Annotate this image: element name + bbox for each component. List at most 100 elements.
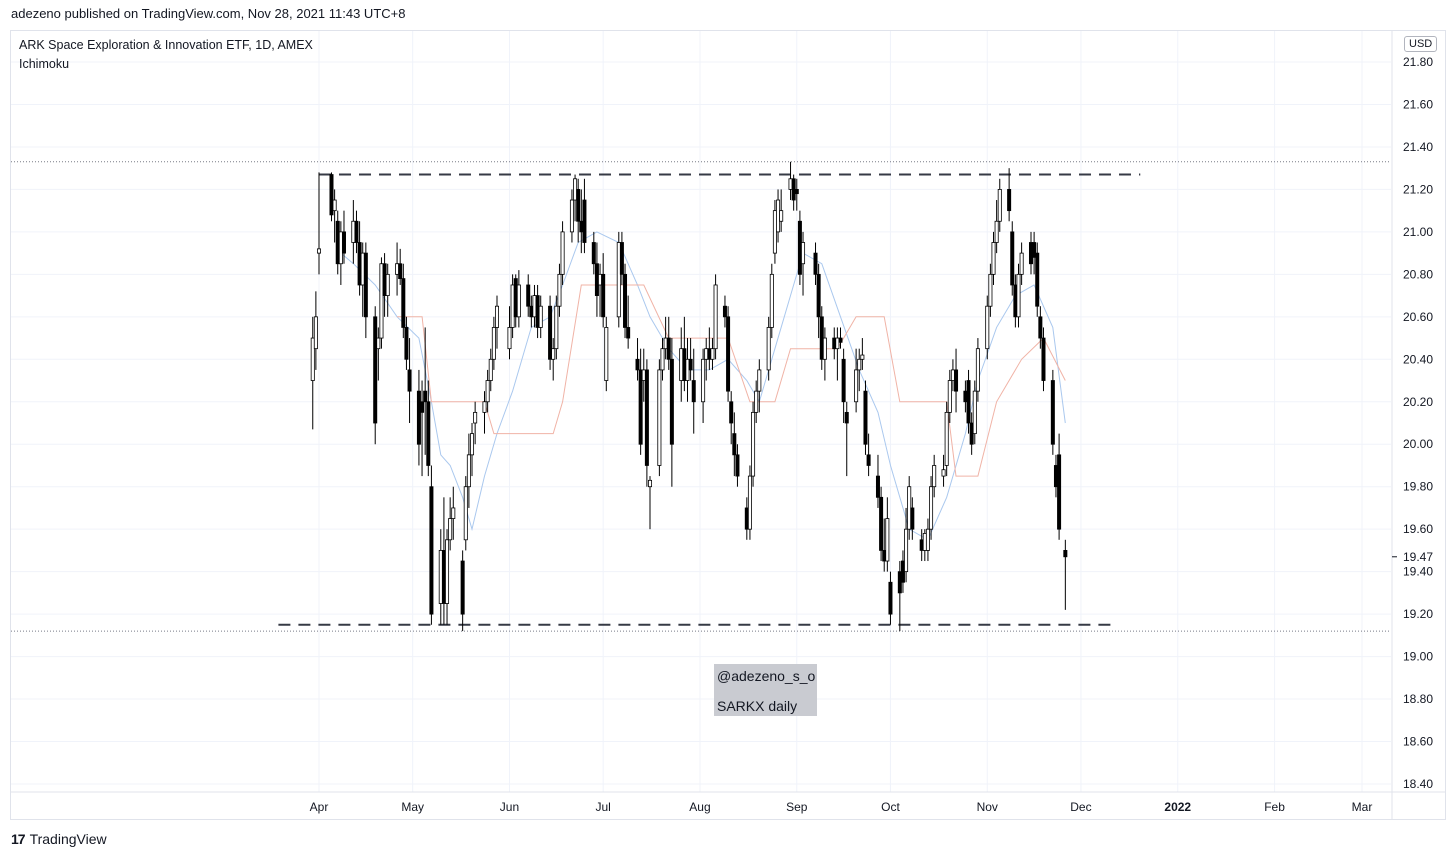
- candle-body: [1035, 252, 1040, 307]
- candle-body: [801, 242, 806, 265]
- candle-body: [626, 327, 631, 339]
- y-tick-label: 20.20: [1403, 395, 1433, 409]
- candle-body: [1010, 231, 1015, 286]
- candle-body: [557, 273, 562, 307]
- candle-body: [897, 571, 902, 594]
- candle-body: [423, 390, 428, 403]
- candle-body: [688, 358, 693, 371]
- currency-badge[interactable]: USD: [1404, 36, 1438, 52]
- candle-body: [426, 401, 431, 466]
- candle-body: [888, 581, 893, 615]
- candle-body: [772, 210, 777, 254]
- candle-body: [598, 273, 603, 286]
- candle-body: [1057, 454, 1062, 530]
- candle-body: [788, 178, 793, 190]
- candle-body: [944, 411, 949, 466]
- y-tick-label: 21.20: [1403, 182, 1433, 196]
- candle-body: [648, 479, 653, 488]
- candle-body: [985, 305, 990, 350]
- tradingview-brand: TradingView: [29, 831, 107, 847]
- candle-body: [988, 273, 993, 307]
- candle-body: [685, 358, 690, 381]
- candle-body: [623, 273, 628, 328]
- candle-body: [813, 252, 818, 275]
- candle-body: [373, 316, 378, 424]
- candle-body: [791, 178, 796, 201]
- candle-body: [1050, 380, 1055, 445]
- y-tick-label: 21.60: [1403, 97, 1433, 111]
- candle-body: [991, 242, 996, 275]
- y-tick-label: 20.40: [1403, 352, 1433, 366]
- candle-body: [482, 401, 487, 413]
- published-header: adezeno published on TradingView.com, No…: [11, 6, 406, 21]
- candle-body: [635, 358, 640, 371]
- candle-body: [682, 348, 687, 381]
- candle-body: [385, 273, 390, 296]
- candle-body: [1063, 550, 1068, 558]
- candle-body: [863, 390, 868, 445]
- y-tick-label: 19.40: [1403, 565, 1433, 579]
- candle-body: [351, 220, 356, 243]
- candle-body: [395, 263, 400, 275]
- candle-body: [1028, 242, 1033, 265]
- candle-body: [619, 242, 624, 275]
- candle-body: [551, 348, 556, 360]
- candle-body: [485, 380, 490, 403]
- candle-body: [816, 273, 821, 318]
- candle-body: [513, 278, 518, 318]
- candle-body: [841, 358, 846, 403]
- candle-body: [707, 348, 712, 360]
- candle-body: [819, 316, 824, 360]
- candle-body: [910, 507, 915, 530]
- y-tick-label: 18.80: [1403, 692, 1433, 706]
- x-tick-label: Nov: [977, 800, 998, 814]
- candle-body: [538, 305, 543, 328]
- candle-body: [638, 369, 643, 445]
- candle-body: [582, 199, 587, 243]
- candle-body: [704, 348, 709, 360]
- candle-body: [929, 486, 934, 530]
- y-tick-label: 21.80: [1403, 55, 1433, 69]
- y-tick-label: 19.00: [1403, 650, 1433, 664]
- candle-body: [576, 189, 581, 222]
- y-tick-label: 21.00: [1403, 225, 1433, 239]
- text-note-box[interactable]: @adezeno_s_o SARKX daily: [714, 664, 817, 716]
- candle-body: [554, 305, 559, 350]
- candle-body: [963, 390, 968, 403]
- candle-body: [835, 337, 840, 350]
- candle-body: [710, 348, 715, 360]
- note-handle-text: @adezeno_s_o: [717, 668, 816, 684]
- chart-frame[interactable]: [10, 30, 1446, 820]
- indicator-label[interactable]: Ichimoku: [19, 57, 70, 71]
- candle-body: [732, 433, 737, 456]
- candle-body: [663, 337, 668, 350]
- candle-body: [779, 210, 784, 222]
- candle-body: [679, 348, 684, 381]
- candle-body: [529, 305, 534, 318]
- candle-body: [398, 263, 403, 279]
- candle-body: [560, 231, 565, 275]
- candle-body: [966, 380, 971, 424]
- candle-body: [404, 327, 409, 360]
- candle-body: [644, 369, 649, 466]
- candle-body: [507, 327, 512, 350]
- candle-body: [879, 496, 884, 551]
- candle-body: [1032, 242, 1037, 258]
- candle-body: [744, 507, 749, 530]
- candle-body: [641, 369, 646, 381]
- candle-body: [885, 518, 890, 562]
- candle-body: [376, 337, 381, 350]
- candle-body: [866, 454, 871, 466]
- candle-body: [766, 327, 771, 371]
- candle-body: [660, 348, 665, 371]
- tradingview-logo[interactable]: 17 TradingView: [11, 831, 107, 847]
- candle-body: [316, 248, 321, 254]
- candle-body: [532, 295, 537, 318]
- x-tick-label: 2022: [1164, 800, 1191, 814]
- candle-body: [363, 252, 368, 318]
- candle-body: [310, 337, 315, 381]
- candle-body: [382, 263, 387, 296]
- candle-body: [488, 358, 493, 381]
- candle-body: [379, 263, 384, 339]
